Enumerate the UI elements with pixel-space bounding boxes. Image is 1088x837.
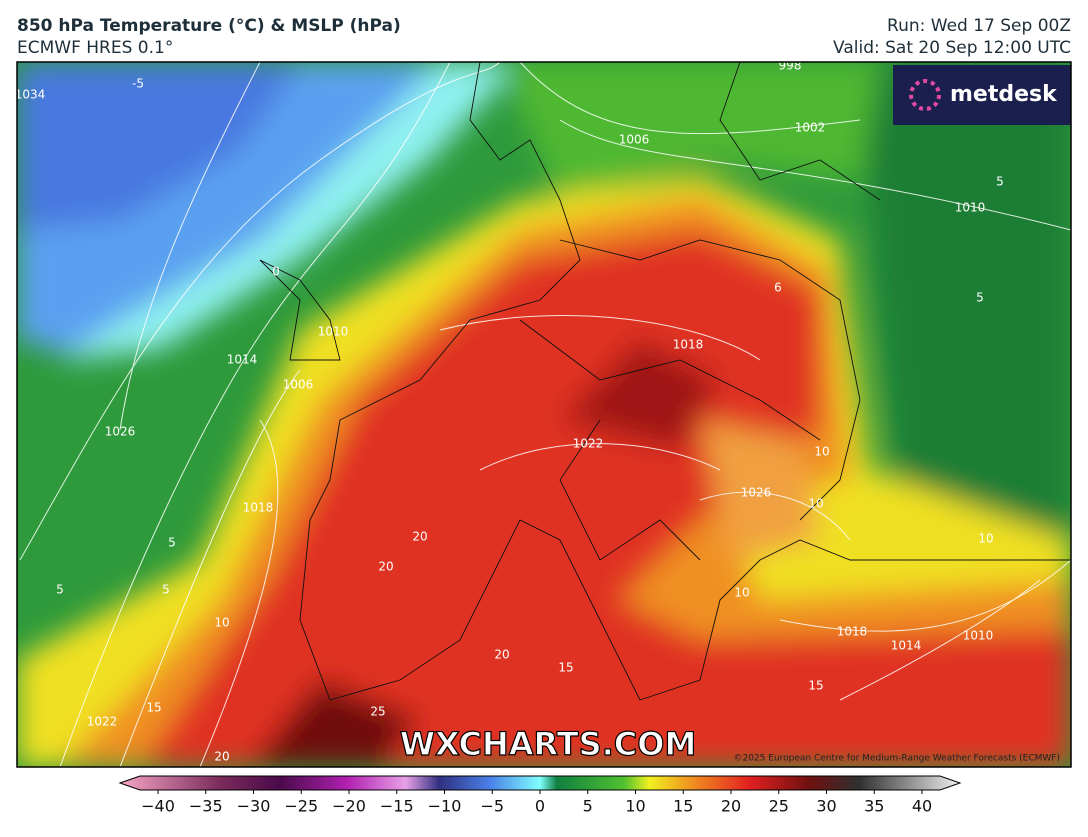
colorbar-tick-label: 15 — [673, 797, 693, 816]
colorbar-tick-label: 0 — [535, 797, 545, 816]
contour-label: 10 — [814, 445, 829, 459]
contour-label: 20 — [378, 560, 393, 574]
subtitle: ECMWF HRES 0.1° — [17, 38, 173, 58]
contour-label: 20 — [214, 750, 229, 764]
contour-label: 15 — [558, 661, 573, 675]
colorbar-tick-label: −15 — [380, 797, 414, 816]
contour-label: 1026 — [741, 486, 772, 500]
colorbar-tick-label: −10 — [428, 797, 462, 816]
valid-time: Valid: Sat 20 Sep 12:00 UTC — [833, 38, 1071, 58]
colorbar-tick-label: −35 — [189, 797, 223, 816]
contour-label: 1026 — [105, 425, 136, 439]
contour-label: 1006 — [619, 133, 650, 147]
contour-label: 10 — [734, 586, 749, 600]
contour-label: 1010 — [963, 629, 994, 643]
contour-label: 1022 — [573, 437, 604, 451]
logo-text: metdesk — [950, 82, 1058, 107]
contour-label: 1022 — [87, 715, 118, 729]
colorbar-tick-label: 35 — [864, 797, 884, 816]
logo-box — [893, 65, 1071, 125]
contour-label: -5 — [132, 77, 144, 91]
contour-label: 1018 — [673, 338, 704, 352]
contour-label: 1018 — [243, 501, 274, 515]
colorbar-tick-label: 5 — [583, 797, 593, 816]
contour-label: 15 — [808, 679, 823, 693]
colorbar-tick-label: 25 — [769, 797, 789, 816]
colorbar-tick-label: −25 — [284, 797, 318, 816]
contour-label: 1010 — [318, 325, 349, 339]
contour-label: 1034 — [15, 88, 46, 102]
contour-label: 10 — [978, 532, 993, 546]
colorbar-tick-label: 30 — [816, 797, 836, 816]
colorbar — [118, 775, 962, 791]
contour-label: 20 — [494, 648, 509, 662]
contour-label: 10 — [808, 497, 823, 511]
colorbar-tick-label: 10 — [625, 797, 645, 816]
contour-label: 1002 — [795, 121, 826, 135]
map-frame — [16, 61, 1072, 768]
contour-label: 5 — [56, 583, 64, 597]
copyright: ©2025 European Centre for Medium-Range W… — [733, 754, 1060, 764]
map: 1034-50998100610021010556101810141010100… — [15, 59, 1071, 767]
contour-label: 5 — [976, 291, 984, 305]
contour-label: 6 — [774, 281, 782, 295]
contour-label: 1014 — [891, 639, 922, 653]
contour-label: 10 — [214, 616, 229, 630]
colorbar-tick-label: −20 — [332, 797, 366, 816]
contour-label: 1010 — [955, 201, 986, 215]
title: 850 hPa Temperature (°C) & MSLP (hPa) — [17, 16, 401, 36]
contour-label: 1006 — [283, 378, 314, 392]
contour-label: 20 — [412, 530, 427, 544]
colorbar-tick-label: −30 — [237, 797, 271, 816]
contour-label: 25 — [370, 705, 385, 719]
colorbar-tick-label: −5 — [480, 797, 504, 816]
contour-label: 5 — [162, 583, 170, 597]
colorbar-tick-label: 40 — [912, 797, 932, 816]
colorbar-tick-label: −40 — [141, 797, 175, 816]
contour-label: 998 — [779, 59, 802, 73]
run-time: Run: Wed 17 Sep 00Z — [887, 16, 1071, 36]
logo-icon — [909, 79, 941, 111]
colorbar-tick-label: 20 — [721, 797, 741, 816]
contour-label: 1018 — [837, 625, 868, 639]
contour-label: 5 — [996, 175, 1004, 189]
contour-label: 5 — [168, 536, 176, 550]
contour-label: 15 — [146, 701, 161, 715]
contour-label: 1014 — [227, 353, 258, 367]
contour-label: 0 — [272, 265, 280, 279]
watermark: WXCHARTS.COM — [400, 725, 697, 763]
